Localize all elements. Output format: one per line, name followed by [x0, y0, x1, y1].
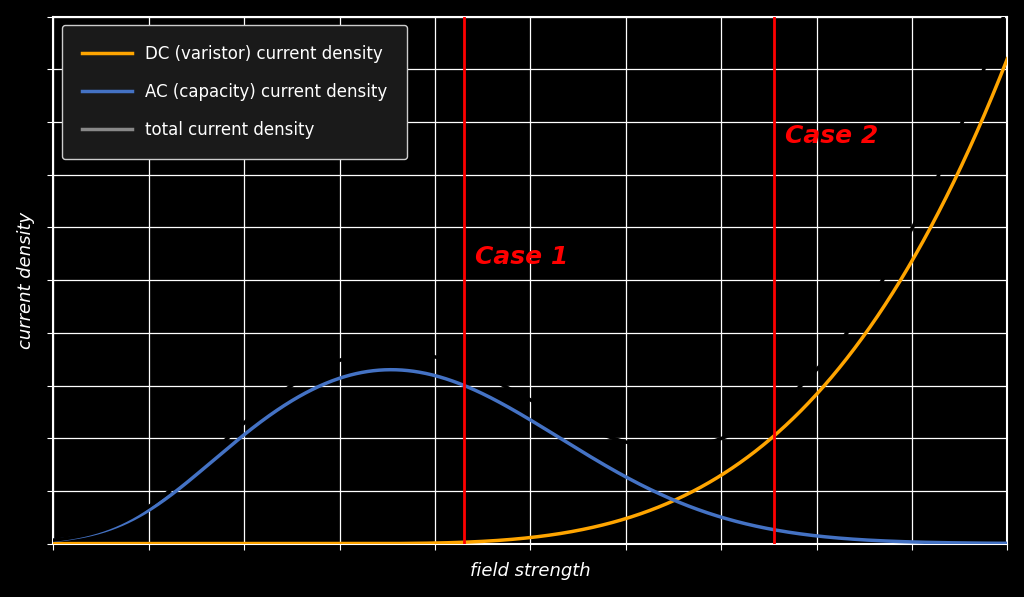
Text: Case 2: Case 2 [785, 124, 879, 148]
Legend: DC (varistor) current density, AC (capacity) current density, total current dens: DC (varistor) current density, AC (capac… [61, 25, 408, 159]
Text: Case 1: Case 1 [475, 245, 568, 269]
X-axis label: field strength: field strength [470, 562, 591, 580]
Y-axis label: current density: current density [16, 211, 35, 349]
